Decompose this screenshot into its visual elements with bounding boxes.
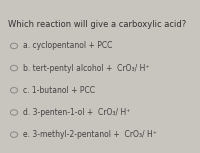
Text: e. 3-methyl-2-pentanol +  CrO₃/ H⁺: e. 3-methyl-2-pentanol + CrO₃/ H⁺ xyxy=(23,130,157,139)
Text: c. 1-butanol + PCC: c. 1-butanol + PCC xyxy=(23,86,95,95)
Text: b. tert-pentyl alcohol +  CrO₃/ H⁺: b. tert-pentyl alcohol + CrO₃/ H⁺ xyxy=(23,64,150,73)
Text: a. cyclopentanol + PCC: a. cyclopentanol + PCC xyxy=(23,41,112,50)
Text: Which reaction will give a carboxylic acid?: Which reaction will give a carboxylic ac… xyxy=(8,20,186,29)
Text: d. 3-penten-1-ol +  CrO₃/ H⁺: d. 3-penten-1-ol + CrO₃/ H⁺ xyxy=(23,108,130,117)
